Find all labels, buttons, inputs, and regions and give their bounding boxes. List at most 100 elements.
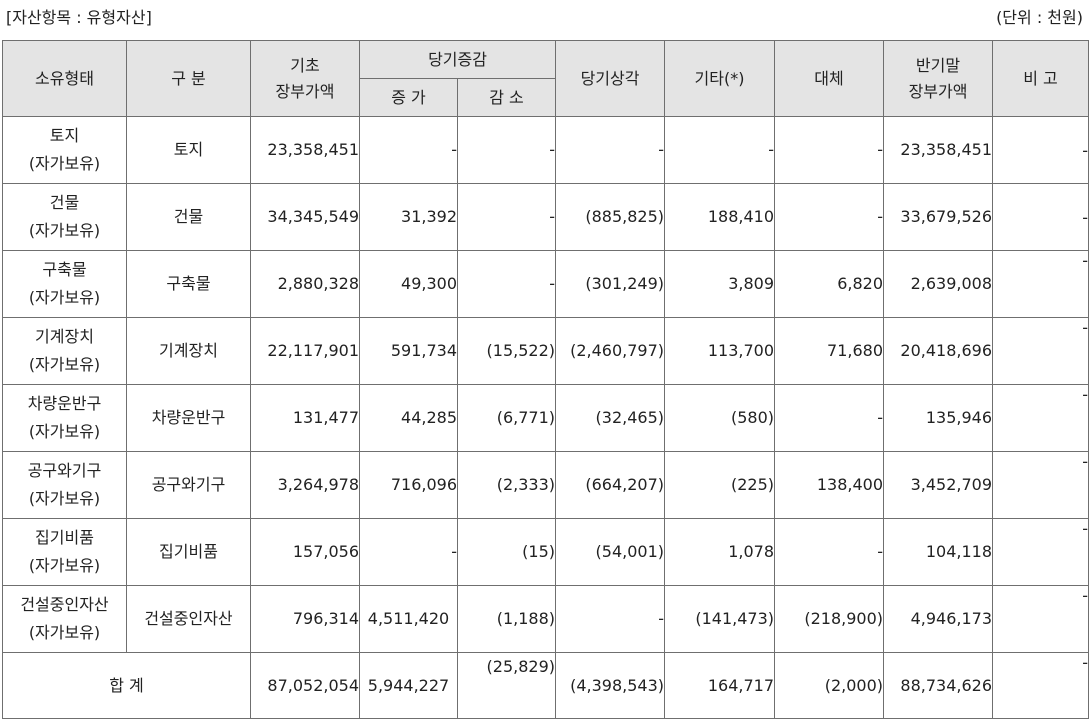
ownership-cell: 집기비품 (자가보유) bbox=[2, 518, 127, 586]
increase-cell: 49,300 bbox=[359, 250, 458, 318]
col-decrease: 감 소 bbox=[456, 78, 557, 117]
owner-type: (자가보유) bbox=[28, 422, 101, 441]
transfer-cell: 71,680 bbox=[774, 317, 885, 385]
decrease-cell: - bbox=[456, 250, 557, 318]
closing-cell: 3,452,709 bbox=[883, 451, 994, 519]
decrease-cell: (15) bbox=[456, 518, 557, 586]
col-remarks: 비 고 bbox=[992, 40, 1090, 117]
total-transfer-cell: (2,000) bbox=[774, 652, 885, 719]
increase-cell: - bbox=[359, 116, 458, 184]
depreciation-cell: (301,249) bbox=[555, 250, 666, 318]
closing-cell: 33,679,526 bbox=[883, 183, 994, 251]
total-remarks-cell: - bbox=[992, 652, 1090, 719]
opening-cell: 157,056 bbox=[250, 518, 360, 586]
tangible-assets-table: 소유형태 구 분 기초 장부가액 당기증감 당기상각 기타(*) 대체 반기말 장부… bbox=[2, 40, 1090, 719]
opening-cell: 3,264,978 bbox=[250, 451, 360, 519]
opening-cell: 131,477 bbox=[250, 384, 360, 452]
transfer-cell: - bbox=[774, 183, 885, 251]
closing-cell: 135,946 bbox=[883, 384, 994, 452]
other-cell: (580) bbox=[664, 384, 776, 452]
remarks-cell: - bbox=[992, 585, 1090, 653]
category-cell: 집기비품 bbox=[126, 518, 251, 586]
category-cell: 건설중인자산 bbox=[126, 585, 251, 653]
depreciation-cell: (885,825) bbox=[555, 183, 666, 251]
owner-name: 건설중인자산 bbox=[20, 595, 109, 614]
col-other: 기타(*) bbox=[664, 40, 776, 117]
closing-cell: 2,639,008 bbox=[883, 250, 994, 318]
owner-type: (자가보유) bbox=[28, 154, 101, 173]
table-row: 공구와기구 (자가보유) 공구와기구 3,264,978 716,096 (2,3… bbox=[2, 451, 1090, 519]
category-cell: 건물 bbox=[126, 183, 251, 251]
ownership-cell: 구축물 (자가보유) bbox=[2, 250, 127, 318]
increase-cell: - bbox=[359, 518, 458, 586]
category-cell: 공구와기구 bbox=[126, 451, 251, 519]
remarks-cell: - bbox=[992, 451, 1090, 519]
col-opening: 기초 장부가액 bbox=[250, 40, 360, 117]
transfer-cell: - bbox=[774, 384, 885, 452]
opening-cell: 23,358,451 bbox=[250, 116, 360, 184]
owner-type: (자가보유) bbox=[28, 288, 101, 307]
table-row: 차량운반구 (자가보유) 차량운반구 131,477 44,285 (6,771)… bbox=[2, 384, 1090, 452]
table-row: 건물 (자가보유) 건물 34,345,549 31,392 - (885,825… bbox=[2, 183, 1090, 251]
other-cell: - bbox=[664, 116, 776, 184]
table-header: 소유형태 구 분 기초 장부가액 당기증감 당기상각 기타(*) 대체 반기말 장부… bbox=[2, 40, 1090, 117]
total-closing-cell: 88,734,626 bbox=[883, 652, 994, 719]
total-opening-cell: 87,052,054 bbox=[250, 652, 360, 719]
owner-name: 기계장치 bbox=[35, 327, 94, 346]
closing-cell: 20,418,696 bbox=[883, 317, 994, 385]
remarks-cell: - bbox=[992, 250, 1090, 318]
owner-name: 차량운반구 bbox=[27, 394, 102, 413]
owner-type: (자가보유) bbox=[28, 221, 101, 240]
decrease-cell: - bbox=[456, 183, 557, 251]
col-transfer: 대체 bbox=[774, 40, 885, 117]
col-closing-line2: 장부가액 bbox=[908, 81, 968, 101]
owner-name: 공구와기구 bbox=[27, 461, 102, 480]
other-cell: 1,078 bbox=[664, 518, 776, 586]
decrease-cell: (6,771) bbox=[456, 384, 557, 452]
col-opening-line1: 기초 bbox=[290, 55, 320, 75]
remarks-cell: - bbox=[992, 116, 1090, 184]
category-cell: 구축물 bbox=[126, 250, 251, 318]
other-cell: 188,410 bbox=[664, 183, 776, 251]
table-row: 기계장치 (자가보유) 기계장치 22,117,901 591,734 (15,5… bbox=[2, 317, 1090, 385]
other-cell: (141,473) bbox=[664, 585, 776, 653]
total-other-cell: 164,717 bbox=[664, 652, 776, 719]
owner-type: (자가보유) bbox=[28, 355, 101, 374]
closing-cell: 104,118 bbox=[883, 518, 994, 586]
ownership-cell: 건물 (자가보유) bbox=[2, 183, 127, 251]
increase-cell: 591,734 bbox=[359, 317, 458, 385]
owner-name: 집기비품 bbox=[35, 528, 94, 547]
ownership-cell: 차량운반구 (자가보유) bbox=[2, 384, 127, 452]
remarks-cell: - bbox=[992, 518, 1090, 586]
other-cell: 113,700 bbox=[664, 317, 776, 385]
depreciation-cell: - bbox=[555, 116, 666, 184]
transfer-cell: (218,900) bbox=[774, 585, 885, 653]
remarks-cell: - bbox=[992, 183, 1090, 251]
closing-cell: 23,358,451 bbox=[883, 116, 994, 184]
col-increase: 증 가 bbox=[359, 78, 458, 117]
opening-cell: 34,345,549 bbox=[250, 183, 360, 251]
increase-cell: 716,096 bbox=[359, 451, 458, 519]
table-row: 건설중인자산 (자가보유) 건설중인자산 796,314 4,511,420 (1… bbox=[2, 585, 1090, 653]
opening-cell: 796,314 bbox=[250, 585, 360, 653]
decrease-cell: (1,188) bbox=[456, 585, 557, 653]
ownership-cell: 건설중인자산 (자가보유) bbox=[2, 585, 127, 653]
owner-name: 구축물 bbox=[42, 260, 87, 279]
col-closing-line1: 반기말 bbox=[915, 55, 961, 75]
transfer-cell: - bbox=[774, 518, 885, 586]
depreciation-cell: (54,001) bbox=[555, 518, 666, 586]
owner-name: 토지 bbox=[49, 126, 80, 145]
decrease-cell: - bbox=[456, 116, 557, 184]
table-body: 토지 (자가보유) 토지 23,358,451 - - - - - 23,358,… bbox=[2, 116, 1090, 719]
increase-cell: 4,511,420 bbox=[359, 585, 458, 653]
table-row: 구축물 (자가보유) 구축물 2,880,328 49,300 - (301,24… bbox=[2, 250, 1090, 318]
ownership-cell: 토지 (자가보유) bbox=[2, 116, 127, 184]
opening-cell: 2,880,328 bbox=[250, 250, 360, 318]
table-row: 토지 (자가보유) 토지 23,358,451 - - - - - 23,358,… bbox=[2, 116, 1090, 184]
total-label: 합 계 bbox=[2, 652, 251, 719]
col-category: 구 분 bbox=[126, 40, 251, 117]
asset-item-label: [자산항목 : 유형자산] bbox=[6, 8, 152, 27]
category-cell: 토지 bbox=[126, 116, 251, 184]
depreciation-cell: (2,460,797) bbox=[555, 317, 666, 385]
